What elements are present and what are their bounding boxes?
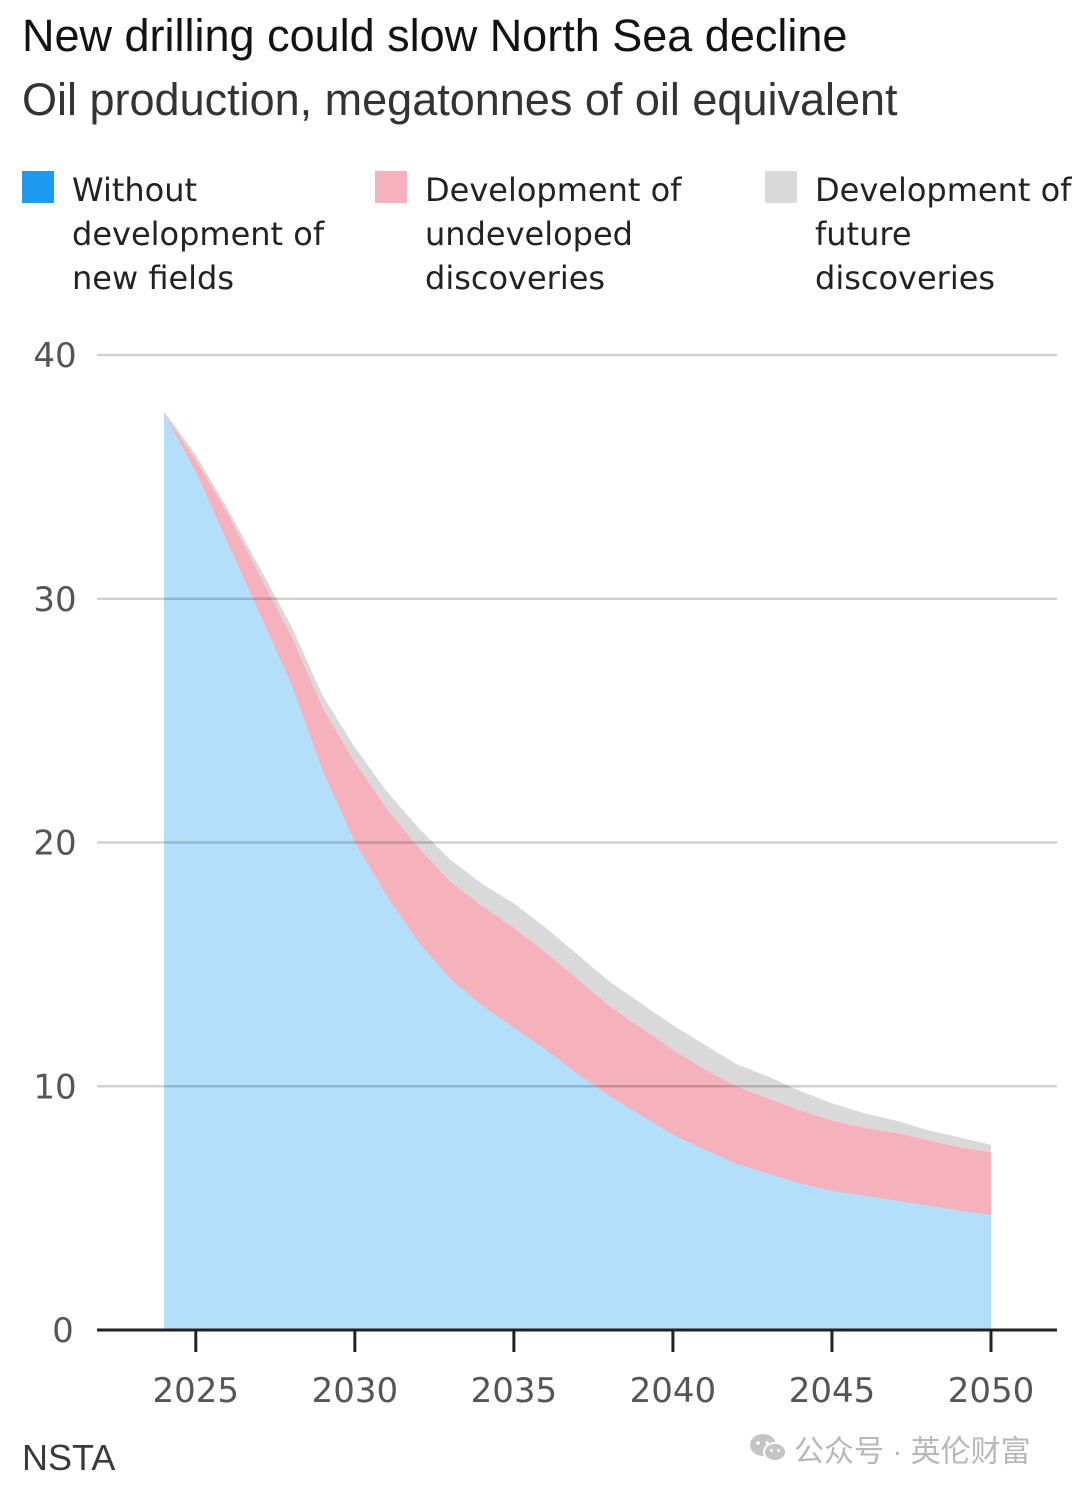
wechat-icon xyxy=(748,1432,788,1475)
y-tick-label-10: 10 xyxy=(33,1067,76,1107)
watermark-text: 公众号 · 英伦财富 xyxy=(794,1435,1031,1469)
chart-subtitle: Oil production, megatonnes of oil equiva… xyxy=(22,74,898,125)
legend-label-line: Without xyxy=(72,171,198,209)
legend-label-line: discoveries xyxy=(815,259,996,297)
chart-title: New drilling could slow North Sea declin… xyxy=(22,10,848,61)
source-label: NSTA xyxy=(22,1437,116,1478)
stacked-areas xyxy=(164,411,991,1330)
y-tick-label-40: 40 xyxy=(33,336,76,376)
legend-swatch-pink xyxy=(375,171,407,203)
legend-label-line: discoveries xyxy=(425,259,606,297)
legend-label-line: Development of xyxy=(425,171,682,209)
x-tick-label-2040: 2040 xyxy=(630,1371,717,1411)
legend-label-future-discoveries: Development of future discoveries xyxy=(815,168,1071,300)
legend-label-line: future xyxy=(815,215,912,253)
y-tick-label-0: 0 xyxy=(52,1311,74,1351)
x-tick-label-2045: 2045 xyxy=(789,1371,876,1411)
legend-label-line: Development of xyxy=(815,171,1072,209)
y-tick-label-20: 20 xyxy=(33,824,76,864)
area-series-2 xyxy=(164,413,991,1216)
watermark: 公众号 · 英伦财富 xyxy=(748,1432,1031,1475)
legend-label-line: new fields xyxy=(72,259,235,297)
x-tick-label-2050: 2050 xyxy=(948,1371,1035,1411)
legend-label-undeveloped-discoveries: Development of undeveloped discoveries xyxy=(425,168,681,300)
x-tick-label-2035: 2035 xyxy=(471,1371,558,1411)
legend-label-line: undeveloped xyxy=(425,215,633,253)
x-tick-label-2025: 2025 xyxy=(153,1371,240,1411)
area-series-1 xyxy=(164,413,991,1330)
legend-label-without-new-fields: Without development of new fields xyxy=(72,168,324,300)
y-tick-label-30: 30 xyxy=(33,580,76,620)
legend-swatch-grey xyxy=(765,171,797,203)
x-tick-label-2030: 2030 xyxy=(312,1371,399,1411)
legend-swatch-blue xyxy=(22,171,54,203)
legend-label-line: development of xyxy=(72,215,325,253)
